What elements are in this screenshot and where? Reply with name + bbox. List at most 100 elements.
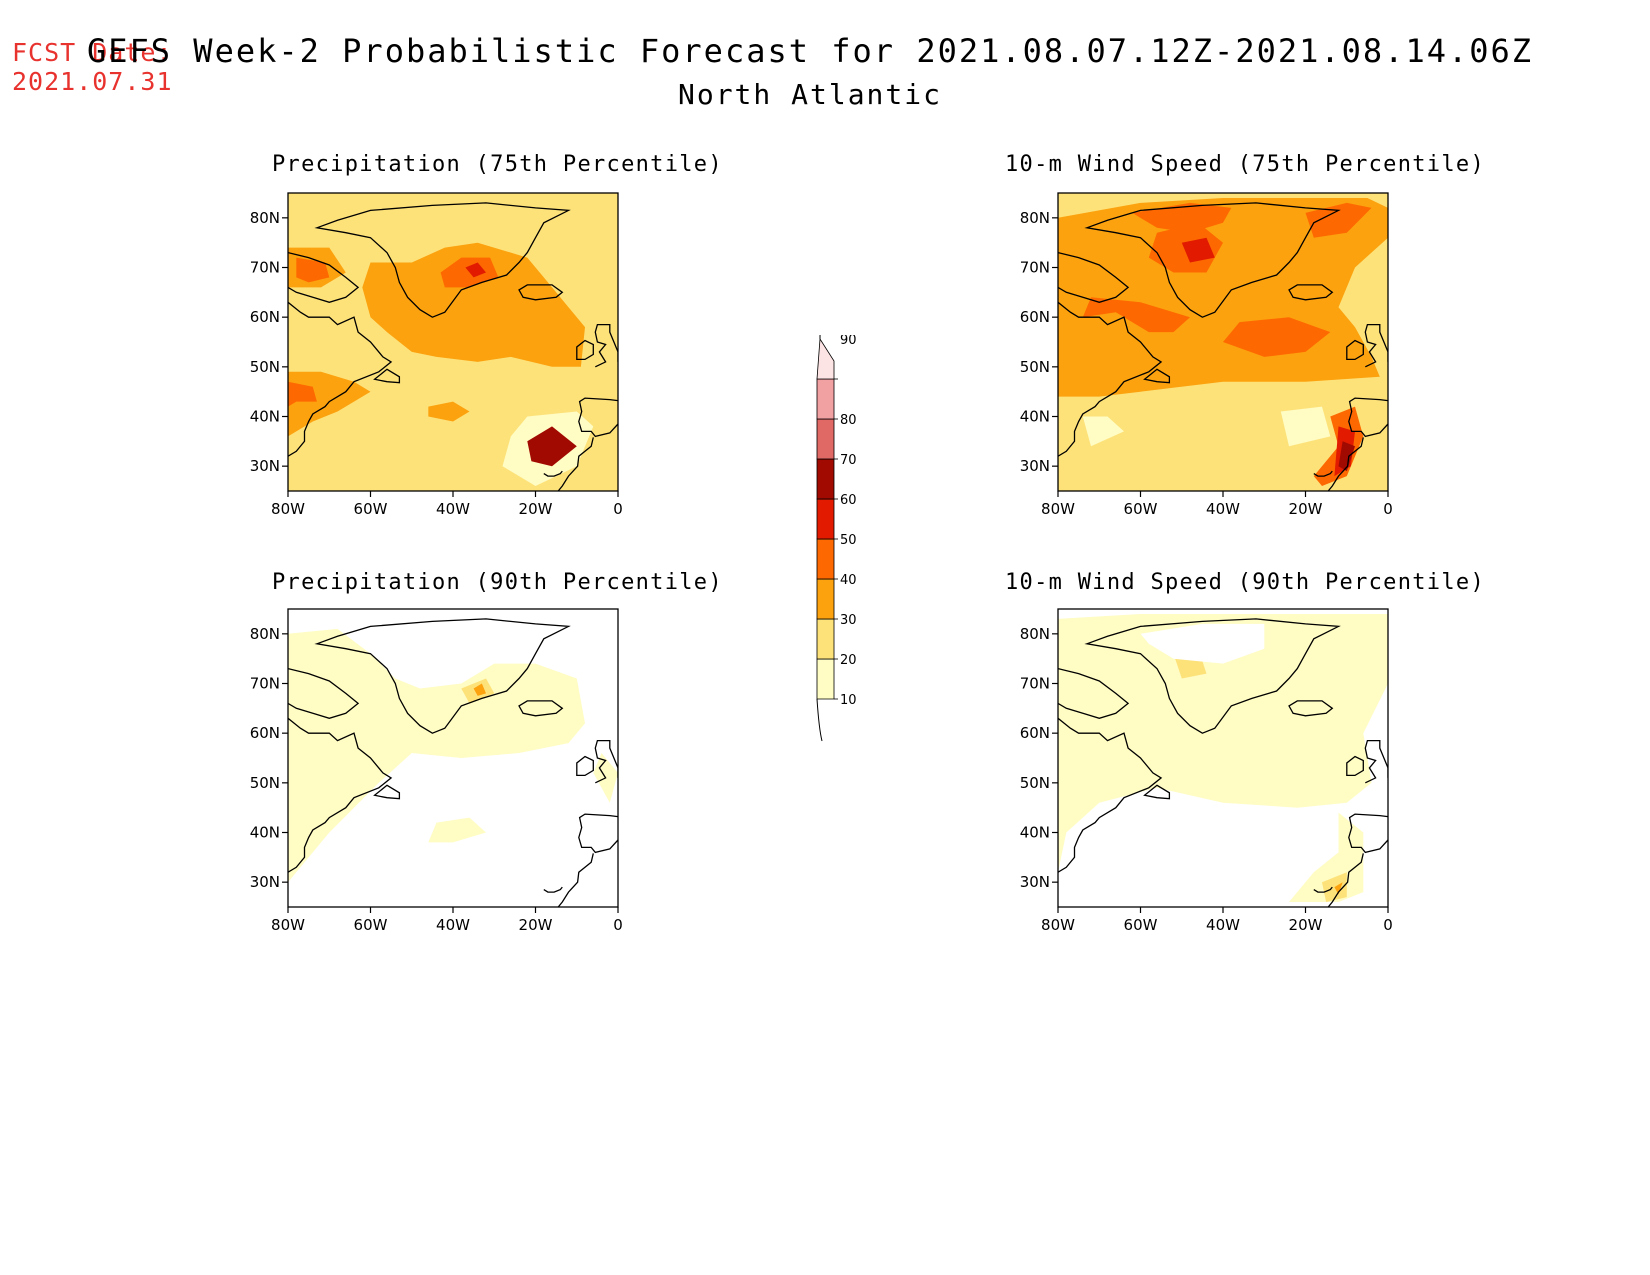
lat-tick-label: 60N — [1020, 724, 1050, 742]
colorbar-label: 10 — [840, 693, 857, 708]
lon-tick-label: 40W — [436, 500, 470, 518]
probability-contour — [527, 426, 577, 467]
lon-tick-label: 80W — [1041, 916, 1075, 934]
colorbar-segment — [816, 538, 835, 580]
lat-tick-label: 50N — [1020, 774, 1050, 792]
lat-tick-label: 40N — [1020, 408, 1050, 426]
lat-tick-label: 60N — [250, 308, 280, 326]
colorbar-label: 60 — [840, 493, 857, 508]
colorbar-label: 20 — [840, 653, 857, 668]
map-precip-90: 80N 70N 60N 50N 40N 30N 80W 60W 40W 20W 0 — [250, 608, 623, 934]
colorbar-label: 70 — [840, 453, 857, 468]
lon-tick-label: 0 — [613, 916, 623, 934]
page-title: GEFS Week-2 Probabilistic Forecast for 2… — [86, 32, 1534, 70]
lat-tick-label: 60N — [250, 724, 280, 742]
lon-tick-label: 0 — [613, 500, 623, 518]
lat-tick-label: 80N — [250, 209, 280, 227]
probability-contour — [1280, 406, 1331, 447]
lon-tick-label: 60W — [354, 500, 388, 518]
lat-tick-label: 40N — [250, 408, 280, 426]
probability-contour — [288, 628, 585, 883]
colorbar-label: 90 — [840, 335, 857, 348]
lat-tick-label: 70N — [250, 675, 280, 693]
lon-tick-label: 80W — [1041, 500, 1075, 518]
map-wind-90: 80N 70N 60N 50N 40N 30N 80W 60W 40W 20W 0 — [1020, 608, 1393, 934]
lon-tick-label: 80W — [271, 916, 305, 934]
colorbar-segment — [816, 378, 835, 420]
lat-tick-label: 50N — [1020, 358, 1050, 376]
lon-tick-label: 40W — [1206, 500, 1240, 518]
panel-title-wind90: 10-m Wind Speed (90th Percentile) — [1005, 570, 1485, 595]
lon-tick-label: 20W — [519, 500, 553, 518]
colorbar-segment — [816, 337, 835, 380]
probability-contour — [362, 242, 585, 367]
lon-tick-label: 20W — [519, 916, 553, 934]
probability-contour — [428, 817, 486, 843]
lat-tick-label: 50N — [250, 358, 280, 376]
lon-tick-label: 60W — [1124, 916, 1158, 934]
colorbar-segment — [816, 418, 835, 460]
coastlines — [1058, 618, 1388, 907]
colorbar-segment — [816, 498, 835, 540]
colorbar-segment — [816, 658, 835, 700]
probability-contour — [1082, 416, 1124, 447]
lat-tick-label: 70N — [1020, 675, 1050, 693]
probability-contour — [1058, 614, 1388, 873]
lat-tick-label: 80N — [1020, 209, 1050, 227]
probability-contour — [288, 381, 317, 407]
probability-contour — [428, 401, 470, 422]
map-precip-75: 80N 70N 60N 50N 40N 30N 80W 60W 40W 20W 0 — [250, 192, 623, 518]
lon-tick-label: 40W — [436, 916, 470, 934]
probability-contour — [1322, 872, 1347, 902]
page-subtitle: North Atlantic — [677, 78, 942, 111]
lat-tick-label: 30N — [250, 873, 280, 891]
colorbar-label: 40 — [840, 573, 857, 588]
probability-contour — [440, 257, 499, 288]
probability-contour — [1132, 202, 1232, 233]
shaded-probability-field — [288, 609, 618, 907]
probability-contour — [465, 262, 486, 278]
colorbar-segment — [816, 618, 835, 660]
shaded-probability-field — [1058, 193, 1388, 491]
probability-contour — [1181, 237, 1215, 263]
fcst-date-caption: FCST Date: — [12, 38, 173, 67]
colorbar-segment — [816, 578, 835, 620]
lat-tick-label: 80N — [250, 625, 280, 643]
lat-tick-label: 70N — [1020, 259, 1050, 277]
lon-tick-label: 60W — [1124, 500, 1158, 518]
coastlines — [288, 202, 618, 491]
lat-tick-label: 80N — [1020, 625, 1050, 643]
lat-tick-label: 60N — [1020, 308, 1050, 326]
coastlines — [1058, 202, 1388, 491]
colorbar-label: 30 — [840, 613, 857, 628]
probability-contour — [296, 257, 330, 283]
lat-tick-label: 30N — [1020, 873, 1050, 891]
probability-contour — [1334, 882, 1343, 895]
colorbar-segment — [816, 458, 835, 500]
colorbar-label: 50 — [840, 533, 857, 548]
shaded-probability-field — [1058, 609, 1388, 907]
lat-tick-label: 40N — [250, 824, 280, 842]
colorbar-legend: 10 20 30 40 50 60 70 80 90 — [816, 335, 857, 742]
probability-contour — [1305, 202, 1372, 238]
lon-tick-label: 60W — [354, 916, 388, 934]
lon-tick-label: 20W — [1289, 500, 1323, 518]
probability-contour — [1223, 317, 1331, 357]
lat-tick-label: 30N — [1020, 457, 1050, 475]
lon-tick-label: 40W — [1206, 916, 1240, 934]
lon-tick-label: 0 — [1383, 500, 1393, 518]
lat-tick-label: 30N — [250, 457, 280, 475]
panel-title-wind75: 10-m Wind Speed (75th Percentile) — [1005, 152, 1485, 177]
lon-tick-label: 80W — [271, 500, 305, 518]
lon-tick-label: 20W — [1289, 916, 1323, 934]
map-wind-75: 80N 70N 60N 50N 40N 30N 80W 60W 40W 20W 0 — [1020, 192, 1393, 518]
coastlines — [288, 618, 618, 907]
probability-contour — [1082, 297, 1190, 333]
panel-title-precip90: Precipitation (90th Percentile) — [272, 570, 723, 595]
forecast-date-label: FCST Date: 2021.07.31 — [12, 38, 173, 96]
panel-title-precip75: Precipitation (75th Percentile) — [272, 152, 723, 177]
probability-contour — [1338, 441, 1355, 472]
fcst-date-value: 2021.07.31 — [12, 67, 173, 96]
lat-tick-label: 70N — [250, 259, 280, 277]
lat-tick-label: 50N — [250, 774, 280, 792]
